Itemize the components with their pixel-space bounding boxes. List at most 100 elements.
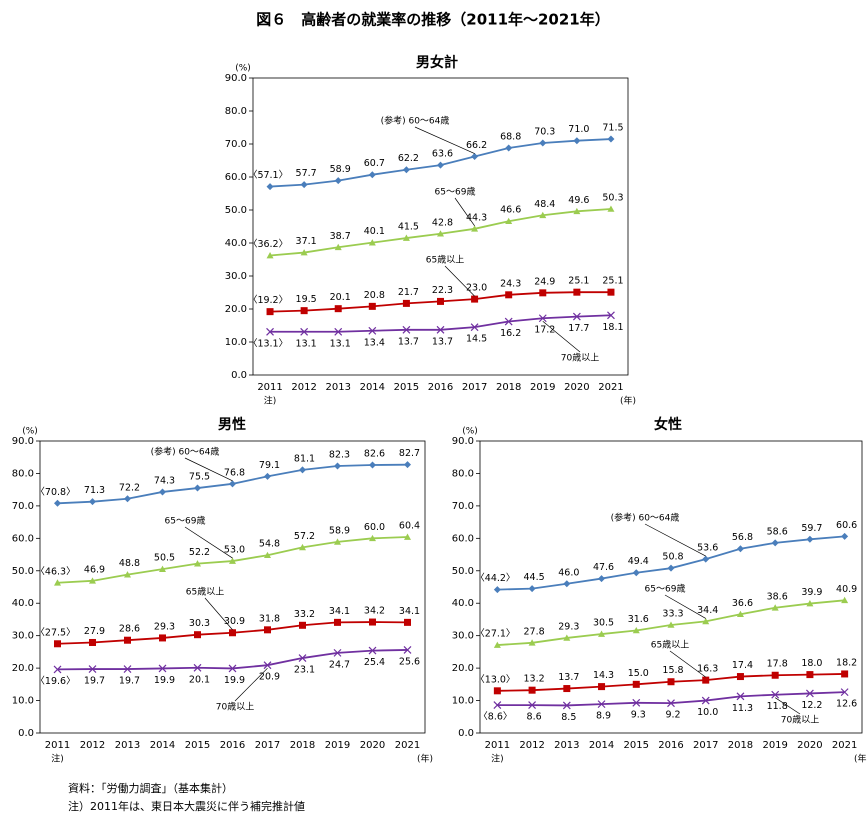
marker [736,692,745,701]
data-label: 13.4 [364,337,385,348]
x-tick-label: 2013 [115,740,140,751]
y-tick-label: 20.0 [12,663,34,674]
marker [437,161,444,169]
data-label: 52.2 [189,547,210,558]
marker [334,538,341,545]
data-label: 53.6 [697,543,718,554]
data-label: 〈13.0〉 [475,674,515,685]
marker [299,543,306,551]
series-name: (参考) 60～64歳 [611,512,680,524]
data-label: 19.7 [119,676,140,687]
y-tick-label: 0.0 [231,370,247,381]
x-tick-label: 2014 [360,382,385,393]
x-tick-label: 2014 [589,740,614,751]
y-tick-label: 10.0 [225,337,247,348]
data-label: 〈57.1〉 [248,170,288,181]
marker [124,636,131,644]
data-label: 37.1 [296,236,317,247]
data-label: 36.6 [732,598,753,609]
data-label: 72.2 [119,482,140,493]
marker [266,308,274,316]
y-tick-label: 30.0 [12,631,34,642]
x-tick-label: 2021 [832,740,857,751]
y-tick-label: 50.0 [225,205,247,216]
marker [334,462,341,470]
data-label: 60.0 [364,522,385,533]
marker [504,317,513,326]
data-label: 50.5 [154,553,175,564]
data-label: 30.3 [189,618,210,629]
data-label: 60.7 [364,158,385,169]
marker [333,648,342,657]
marker [368,239,376,246]
data-label: 11.3 [732,703,753,714]
y-tick-label: 20.0 [225,304,247,315]
x-tick-label: 2020 [797,740,822,751]
data-label: 40.9 [836,584,857,595]
x-tick-label: 2013 [326,382,351,393]
data-label: 39.9 [801,587,822,598]
data-label: 71.5 [602,123,623,134]
data-label: 20.9 [259,672,280,683]
data-label: 25.6 [399,656,420,667]
data-label: 30.5 [593,618,614,629]
data-label: 17.7 [568,323,589,334]
data-label: 34.2 [364,606,385,617]
data-label: 82.3 [329,449,350,460]
marker [607,288,615,296]
marker [607,205,615,212]
data-label: 16.2 [500,328,521,339]
data-label: 30.9 [224,616,245,627]
data-label: 57.7 [296,168,317,179]
data-label: 24.9 [534,276,555,287]
y-tick-label: 50.0 [12,566,34,577]
marker [437,297,444,305]
data-label: 68.8 [500,131,521,142]
series-name: 65～69歳 [645,583,686,595]
data-label: 25.1 [568,276,589,287]
marker [528,686,536,694]
data-label: 41.5 [398,222,419,233]
marker [334,305,342,313]
marker [505,217,513,225]
marker [667,678,675,686]
y-tick-label: 60.0 [452,533,474,544]
data-label: 82.7 [399,448,420,459]
marker [334,177,342,185]
data-label: 48.4 [534,199,555,210]
series-name: (参考) 60～64歳 [381,115,450,127]
y-tick-label: 90.0 [225,73,247,84]
marker [299,466,306,474]
marker [493,641,501,648]
data-label: 13.7 [432,336,453,347]
data-label: 75.5 [189,472,210,483]
x-unit: (年) [620,395,636,407]
data-label: 24.7 [329,659,350,670]
marker [493,687,501,695]
marker [539,211,547,219]
marker [806,671,814,679]
marker [229,557,236,564]
marker [124,571,131,578]
x-tick-label: 2019 [762,740,787,751]
data-label: 58.9 [330,164,351,175]
annotation-arrow [774,697,801,715]
marker [505,291,513,299]
data-label: 10.0 [697,707,718,718]
marker [736,545,744,553]
data-label: 56.8 [732,532,753,543]
marker [667,699,675,708]
annotation-arrow [664,594,706,619]
data-label: 71.3 [84,485,105,496]
marker [54,499,61,507]
marker [598,683,606,691]
data-label: 20.1 [330,292,351,303]
chart-title: 女性 [654,416,682,433]
marker [159,488,166,496]
data-label: 29.3 [154,621,175,632]
x-tick-label: 2015 [394,382,419,393]
data-label: 49.4 [628,556,649,567]
marker [193,663,202,672]
y-tick-label: 90.0 [12,436,34,447]
data-label: 19.9 [224,675,245,686]
